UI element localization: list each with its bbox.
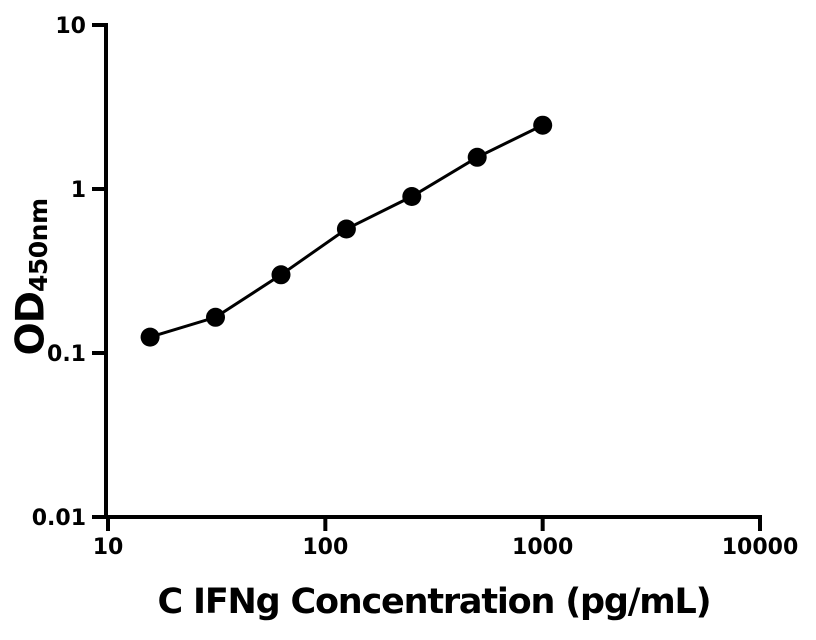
- y-tick-label: 1: [71, 178, 86, 203]
- x-axis-title: C IFNg Concentration (pg/mL): [157, 582, 712, 622]
- x-tick-label: 1000: [512, 535, 573, 560]
- data-point: [336, 219, 356, 239]
- y-tick-label: 0.1: [47, 342, 86, 367]
- y-axis-label: OD450nm: [8, 198, 54, 356]
- x-tick-label: 10: [93, 535, 124, 560]
- y-tick-label: 10: [55, 14, 86, 39]
- data-point: [271, 265, 291, 285]
- data-point: [533, 115, 553, 135]
- data-point: [206, 307, 225, 327]
- y-axis-label-main: OD: [8, 292, 54, 356]
- data-point: [467, 147, 487, 167]
- data-point: [402, 187, 422, 206]
- y-tick-label: 0.01: [32, 506, 86, 531]
- y-axis-label-subscript: 450nm: [23, 198, 53, 293]
- x-tick-label: 10000: [722, 535, 799, 560]
- data-point: [140, 327, 160, 347]
- x-tick-label: 100: [302, 535, 348, 560]
